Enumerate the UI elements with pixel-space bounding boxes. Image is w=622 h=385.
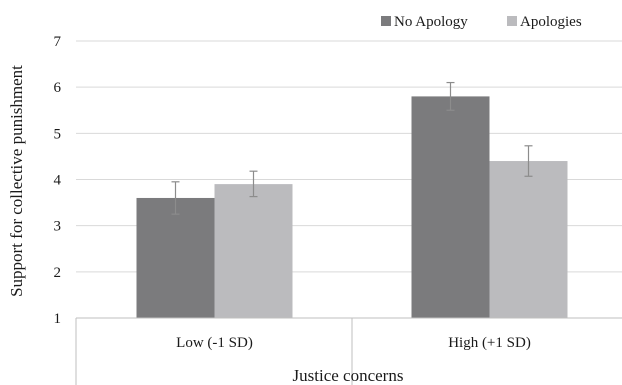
legend-label: Apologies (520, 14, 582, 30)
y-axis-title: Support for collective punishment (7, 65, 26, 297)
bar-no-apology-1 (411, 96, 490, 319)
bar-apologies-0 (214, 184, 293, 318)
x-axis-title: Justice concerns (293, 366, 404, 385)
x-axis: Low (-1 SD) High (+1 SD) (75, 317, 622, 385)
y-tick-label: 6 (54, 80, 62, 96)
y-tick-label: 5 (54, 126, 62, 142)
y-tick-label: 7 (54, 34, 62, 50)
x-tick-label: High (+1 SD) (448, 335, 531, 351)
y-tick-label: 3 (54, 219, 62, 235)
y-tick-labels: 1 2 3 4 5 6 7 (54, 34, 62, 327)
y-tick-label: 1 (54, 311, 62, 327)
legend-swatch (381, 16, 391, 26)
error-bar (524, 145, 533, 177)
y-tick-label: 4 (54, 173, 62, 189)
bar-apologies-1 (489, 161, 568, 318)
legend: No Apology Apologies (381, 14, 582, 30)
error-bar (249, 170, 258, 198)
x-tick-label: Low (-1 SD) (176, 335, 253, 351)
bar-no-apology-0 (136, 197, 215, 318)
legend-swatch (507, 16, 517, 26)
bars (136, 96, 568, 319)
error-bars (171, 81, 533, 215)
legend-label: No Apology (394, 14, 468, 30)
error-bar (446, 81, 455, 111)
y-tick-label: 2 (54, 265, 62, 281)
error-bar (171, 181, 180, 215)
